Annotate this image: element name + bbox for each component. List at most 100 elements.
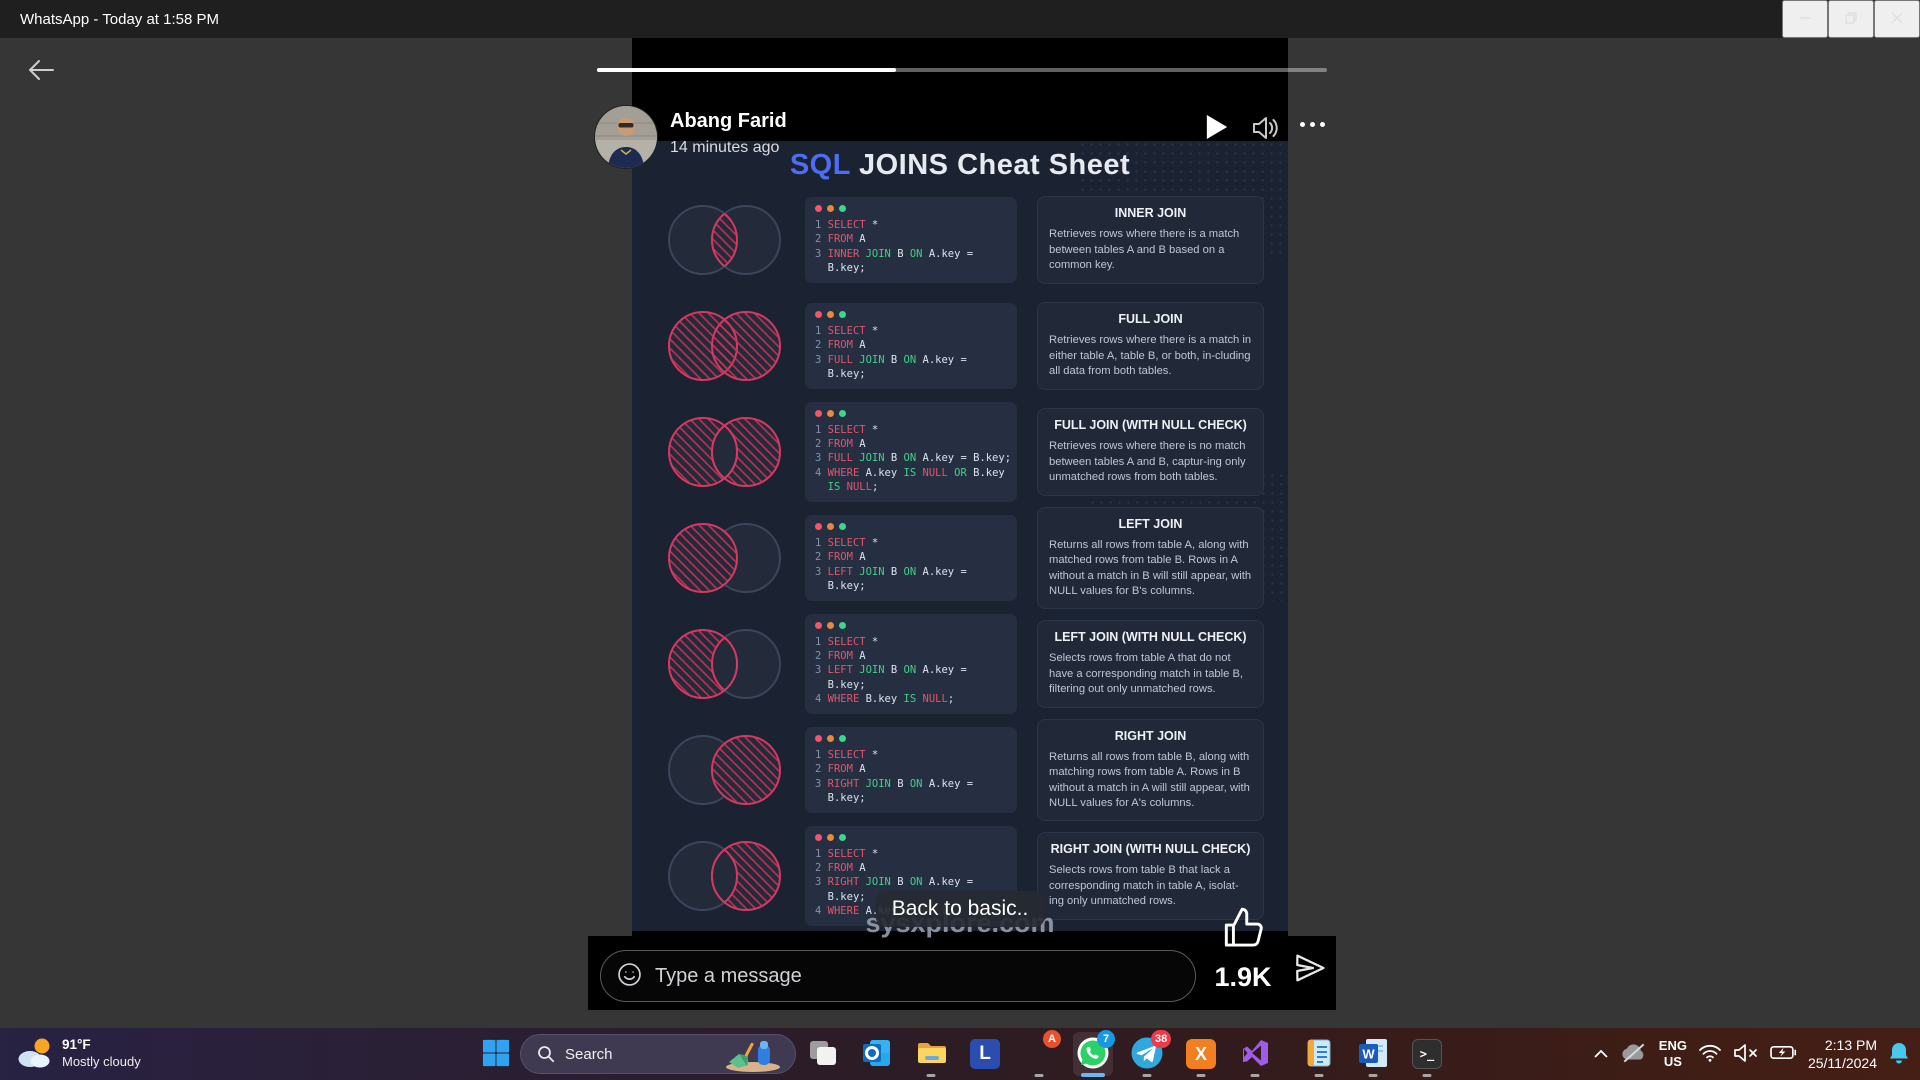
volume-tray-button[interactable] <box>1733 1043 1759 1066</box>
weather-condition: Mostly cloudy <box>62 1054 141 1070</box>
join-description: Returns all rows from table B, along wit… <box>1049 750 1250 809</box>
window-dots-icon <box>815 622 1007 630</box>
green-dot-icon <box>839 834 846 842</box>
back-button[interactable] <box>24 56 58 86</box>
running-indicator <box>926 1074 936 1077</box>
window-dots-icon <box>815 410 1007 418</box>
taskbar-xampp-button[interactable]: X <box>1174 1028 1228 1080</box>
wifi-icon <box>1698 1043 1722 1066</box>
l-app-icon: L <box>970 1039 1000 1069</box>
like-button[interactable] <box>1218 903 1268 956</box>
taskbar-l-app-button[interactable]: L <box>958 1028 1012 1080</box>
send-icon <box>1292 954 1328 989</box>
join-title: INNER JOIN <box>1114 206 1187 221</box>
join-title: FULL JOIN <box>1118 312 1183 327</box>
play-button[interactable] <box>1205 113 1229 144</box>
volume-muted-icon <box>1733 1043 1759 1066</box>
taskbar-telegram-button[interactable]: 38 <box>1120 1028 1174 1080</box>
red-dot-icon <box>815 735 822 743</box>
minimize-button[interactable] <box>1782 0 1828 38</box>
orange-dot-icon <box>827 311 834 319</box>
reply-input[interactable] <box>653 963 1179 989</box>
taskbar-word-button[interactable]: W <box>1346 1028 1400 1080</box>
taskbar-file-explorer-button[interactable] <box>904 1028 958 1080</box>
wifi-button[interactable] <box>1698 1043 1722 1066</box>
status-timestamp: 14 minutes ago <box>670 139 780 156</box>
more-options-button[interactable] <box>1300 122 1325 127</box>
search-label: Search <box>565 1045 613 1063</box>
notepad-icon <box>1304 1037 1334 1072</box>
volume-button[interactable] <box>1250 115 1280 144</box>
taskbar-terminal-button[interactable]: >_ <box>1400 1028 1454 1080</box>
join-description-card: FULL JOIN Retrieves rows where there is … <box>1037 302 1264 390</box>
taskbar-outlook-button[interactable] <box>850 1028 904 1080</box>
onedrive-button[interactable] <box>1620 1042 1648 1067</box>
status-progress-bar <box>597 68 1327 72</box>
svg-text:W: W <box>1362 1046 1375 1061</box>
tray-chevron-icon <box>1593 1047 1609 1062</box>
join-title: RIGHT JOIN (WITH NULL CHECK) <box>1050 842 1251 857</box>
red-dot-icon <box>815 205 822 213</box>
close-button[interactable] <box>1874 0 1920 38</box>
taskbar-weather-widget[interactable]: 91°F Mostly cloudy <box>8 1028 149 1080</box>
file-explorer-icon <box>915 1037 947 1072</box>
reply-bar <box>600 950 1196 1002</box>
red-dot-icon <box>815 834 822 842</box>
restore-button[interactable] <box>1828 0 1874 38</box>
join-description: Selects rows from table A that do not ha… <box>1049 652 1244 696</box>
notification-badge: 38 <box>1151 1030 1172 1048</box>
poster-title-rest: JOINS Cheat Sheet <box>850 149 1131 181</box>
taskbar-visual-studio-button[interactable] <box>1228 1028 1282 1080</box>
task-view-icon <box>808 1038 838 1071</box>
avatar[interactable] <box>594 105 658 169</box>
outlook-icon <box>861 1037 893 1072</box>
venn-diagram <box>652 724 797 816</box>
battery-button[interactable] <box>1770 1044 1797 1064</box>
red-dot-icon <box>815 311 822 319</box>
orange-dot-icon <box>827 735 834 743</box>
join-description-card: RIGHT JOIN Returns all rows from table B… <box>1037 718 1264 822</box>
taskbar-task-view-button[interactable] <box>796 1028 850 1080</box>
taskbar-search-box[interactable]: Search <box>520 1034 796 1074</box>
start-button[interactable] <box>472 1028 520 1080</box>
language-switcher[interactable]: ENG US <box>1659 1038 1687 1069</box>
window-title: WhatsApp - Today at 1:58 PM <box>20 10 219 28</box>
taskbar-whatsapp-button[interactable]: 7 <box>1066 1028 1120 1080</box>
clock-widget[interactable]: 2:13 PM 25/11/2024 <box>1808 1036 1877 1072</box>
taskbar-notepad-button[interactable] <box>1292 1028 1346 1080</box>
orange-dot-icon <box>827 523 834 531</box>
back-arrow-icon <box>26 59 56 86</box>
status-caption: Back to basic.. <box>875 891 1045 927</box>
venn-diagram <box>652 618 797 710</box>
emoji-icon <box>616 961 643 991</box>
tray-overflow-button[interactable] <box>1593 1047 1609 1062</box>
sql-cheatsheet-poster: SQL JOINS Cheat Sheet 1 SELECT * 2 FROM A… <box>632 141 1288 931</box>
send-button[interactable] <box>1292 950 1328 989</box>
notification-button[interactable] <box>1888 1041 1910 1068</box>
join-description-card: INNER JOIN Retrieves rows where there is… <box>1037 196 1264 284</box>
join-description: Retrieves rows where there is a match be… <box>1049 228 1240 272</box>
green-dot-icon <box>839 311 846 319</box>
venn-diagram <box>652 300 797 392</box>
visual-studio-icon <box>1240 1038 1270 1071</box>
join-title: LEFT JOIN <box>1118 516 1183 531</box>
weather-icon <box>16 1035 54 1074</box>
join-description: Retrieves rows where there is no match b… <box>1049 440 1246 484</box>
green-dot-icon <box>839 523 846 531</box>
taskbar-chrome-button[interactable]: A <box>1012 1028 1066 1080</box>
running-indicator <box>1081 1073 1105 1077</box>
word-icon: W <box>1357 1037 1389 1072</box>
emoji-button[interactable] <box>616 961 643 991</box>
window-dots-icon <box>815 735 1007 743</box>
